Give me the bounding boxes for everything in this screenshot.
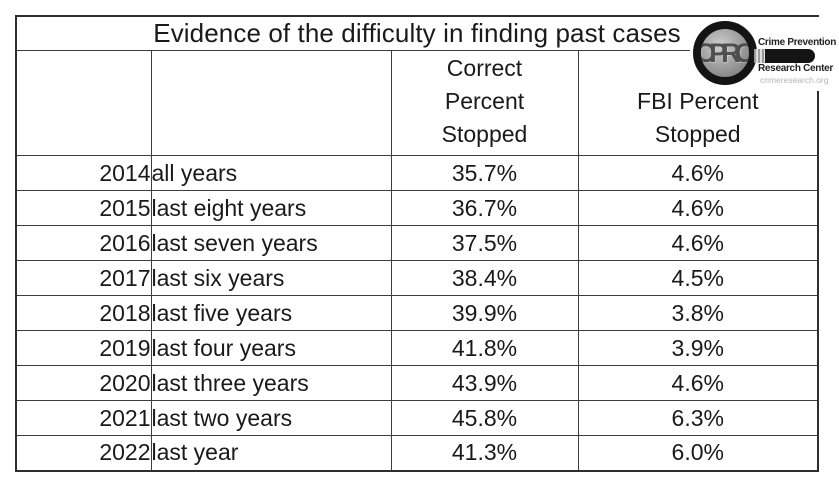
cell-correct-percent: 37.5% (390, 225, 579, 261)
table-row: 2020 last three years 43.9% 4.6% (15, 365, 819, 401)
cell-fbi-percent: 6.0% (577, 435, 819, 471)
cell-year: 2019 (15, 330, 152, 366)
cprc-monogram: CPRC (695, 37, 749, 68)
cell-fbi-percent: 6.3% (577, 400, 819, 436)
cell-year: 2015 (15, 190, 152, 226)
cell-period: last six years (150, 260, 392, 296)
cell-correct-percent: 39.9% (390, 295, 579, 331)
header-fbi-line1: FBI Percent (637, 88, 759, 114)
magnifying-glass-lens-icon: CPRC (693, 21, 757, 85)
header-correct-line2: Percent (444, 88, 525, 114)
header-cell-correct-percent: Correct Percent Stopped (390, 50, 579, 156)
table-row: 2018 last five years 39.9% 3.8% (15, 295, 819, 331)
cell-fbi-percent: 4.5% (577, 260, 819, 296)
table-row: 2021 last two years 45.8% 6.3% (15, 400, 819, 436)
cell-year: 2014 (15, 155, 152, 191)
cell-year: 2016 (15, 225, 152, 261)
cell-fbi-percent: 4.6% (577, 225, 819, 261)
cell-period: last two years (150, 400, 392, 436)
cell-correct-percent: 36.7% (390, 190, 579, 226)
header-fbi-line2: Stopped (654, 121, 741, 147)
cell-period: last three years (150, 365, 392, 401)
header-correct-line3: Stopped (441, 121, 528, 147)
logo-text-research-center: Research Center (758, 63, 833, 74)
cell-fbi-percent: 4.6% (577, 190, 819, 226)
cell-period: last seven years (150, 225, 392, 261)
header-cell-year (15, 50, 152, 156)
table-row: 2015 last eight years 36.7% 4.6% (15, 190, 819, 226)
cell-fbi-percent: 4.6% (577, 155, 819, 191)
header-cell-period (150, 50, 392, 156)
cell-fbi-percent: 3.9% (577, 330, 819, 366)
cell-fbi-percent: 4.6% (577, 365, 819, 401)
magnifying-glass-handle-icon (754, 49, 815, 63)
table-row: 2019 last four years 41.8% 3.9% (15, 330, 819, 366)
cell-period: last five years (150, 295, 392, 331)
cell-fbi-percent: 3.8% (577, 295, 819, 331)
table-row: 2014 all years 35.7% 4.6% (15, 155, 819, 191)
cell-correct-percent: 38.4% (390, 260, 579, 296)
cell-correct-percent: 41.3% (390, 435, 579, 471)
difficulty-cases-table: Evidence of the difficulty in finding pa… (15, 15, 820, 472)
cell-period: last four years (150, 330, 392, 366)
cprc-logo: CPRC Crime Prevention Research Center cr… (690, 17, 838, 91)
cell-correct-percent: 43.9% (390, 365, 579, 401)
cell-correct-percent: 41.8% (390, 330, 579, 366)
magnifying-glass-ferrule-icon (754, 49, 765, 63)
cell-year: 2020 (15, 365, 152, 401)
cell-year: 2018 (15, 295, 152, 331)
cell-period: last year (150, 435, 392, 471)
cell-year: 2021 (15, 400, 152, 436)
logo-text-crime-prevention: Crime Prevention (758, 37, 837, 48)
table-row: 2016 last seven years 37.5% 4.6% (15, 225, 819, 261)
cell-year: 2022 (15, 435, 152, 471)
cell-correct-percent: 35.7% (390, 155, 579, 191)
header-correct-line1: Correct (446, 55, 523, 81)
logo-text-url: crimeresearch.org (760, 75, 829, 85)
table-row: 2017 last six years 38.4% 4.5% (15, 260, 819, 296)
table-row: 2022 last year 41.3% 6.0% (15, 435, 819, 471)
cell-correct-percent: 45.8% (390, 400, 579, 436)
cell-period: all years (150, 155, 392, 191)
cell-period: last eight years (150, 190, 392, 226)
cell-year: 2017 (15, 260, 152, 296)
